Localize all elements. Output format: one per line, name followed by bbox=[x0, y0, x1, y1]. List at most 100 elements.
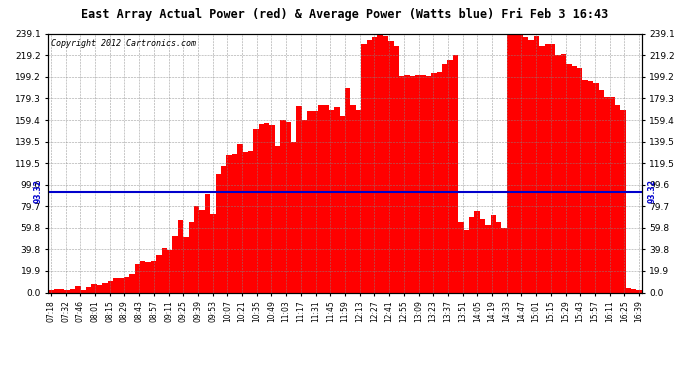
Bar bbox=[636, 290, 642, 292]
Bar bbox=[420, 75, 426, 292]
Bar bbox=[523, 38, 529, 292]
Bar bbox=[161, 248, 167, 292]
Bar bbox=[156, 255, 161, 292]
Bar bbox=[604, 97, 609, 292]
Bar bbox=[167, 250, 172, 292]
Bar bbox=[92, 284, 97, 292]
Bar bbox=[183, 237, 188, 292]
Bar bbox=[399, 76, 404, 292]
Bar bbox=[372, 37, 377, 292]
Bar bbox=[356, 110, 361, 292]
Bar bbox=[259, 124, 264, 292]
Bar bbox=[458, 222, 464, 292]
Bar bbox=[469, 217, 475, 292]
Bar bbox=[291, 142, 297, 292]
Bar bbox=[529, 40, 534, 292]
Bar bbox=[318, 105, 324, 292]
Bar bbox=[172, 236, 178, 292]
Bar bbox=[248, 151, 253, 292]
Bar bbox=[383, 36, 388, 292]
Bar bbox=[135, 264, 140, 292]
Bar bbox=[426, 76, 431, 292]
Bar bbox=[81, 290, 86, 292]
Bar bbox=[75, 286, 81, 292]
Text: Copyright 2012 Cartronics.com: Copyright 2012 Cartronics.com bbox=[51, 39, 196, 48]
Bar bbox=[70, 289, 75, 292]
Bar bbox=[366, 40, 372, 292]
Bar bbox=[518, 34, 523, 292]
Bar bbox=[431, 73, 437, 292]
Bar bbox=[555, 55, 561, 292]
Bar bbox=[113, 278, 119, 292]
Bar bbox=[544, 44, 550, 292]
Bar bbox=[86, 286, 92, 292]
Bar bbox=[410, 76, 415, 292]
Bar bbox=[324, 105, 329, 292]
Bar bbox=[242, 152, 248, 292]
Bar bbox=[297, 106, 302, 292]
Bar bbox=[102, 284, 108, 292]
Bar bbox=[615, 105, 620, 292]
Bar bbox=[507, 36, 512, 292]
Bar bbox=[415, 75, 420, 292]
Bar bbox=[480, 219, 485, 292]
Bar bbox=[561, 54, 566, 292]
Bar bbox=[453, 55, 458, 292]
Bar bbox=[485, 225, 491, 292]
Bar bbox=[437, 72, 442, 292]
Bar bbox=[232, 154, 237, 292]
Bar bbox=[361, 44, 366, 292]
Bar bbox=[275, 146, 280, 292]
Bar bbox=[237, 144, 242, 292]
Bar bbox=[54, 289, 59, 292]
Bar bbox=[502, 228, 507, 292]
Bar bbox=[280, 120, 286, 292]
Bar bbox=[59, 289, 64, 292]
Bar bbox=[215, 174, 221, 292]
Bar bbox=[620, 110, 626, 292]
Bar bbox=[442, 64, 448, 292]
Bar bbox=[393, 46, 399, 292]
Text: 93.32: 93.32 bbox=[33, 180, 42, 204]
Bar bbox=[582, 80, 588, 292]
Bar bbox=[588, 81, 593, 292]
Bar bbox=[339, 116, 345, 292]
Bar bbox=[496, 222, 502, 292]
Bar bbox=[226, 155, 232, 292]
Bar bbox=[512, 35, 518, 292]
Bar bbox=[377, 34, 383, 292]
Bar bbox=[566, 64, 571, 292]
Bar bbox=[286, 122, 291, 292]
Bar bbox=[188, 222, 194, 292]
Bar bbox=[48, 290, 54, 292]
Bar bbox=[302, 120, 307, 292]
Bar bbox=[146, 262, 151, 292]
Bar bbox=[464, 230, 469, 292]
Bar bbox=[404, 75, 410, 292]
Bar bbox=[448, 60, 453, 292]
Bar bbox=[571, 66, 577, 292]
Bar bbox=[329, 110, 334, 292]
Text: East Array Actual Power (red) & Average Power (Watts blue) Fri Feb 3 16:43: East Array Actual Power (red) & Average … bbox=[81, 8, 609, 21]
Bar bbox=[626, 288, 631, 292]
Bar bbox=[264, 123, 270, 292]
Bar bbox=[609, 97, 615, 292]
Bar bbox=[550, 44, 555, 292]
Bar bbox=[205, 194, 210, 292]
Bar bbox=[491, 214, 496, 292]
Bar bbox=[129, 274, 135, 292]
Bar bbox=[210, 213, 215, 292]
Bar bbox=[577, 68, 582, 292]
Bar bbox=[631, 289, 636, 292]
Bar bbox=[334, 107, 339, 292]
Bar bbox=[345, 88, 351, 292]
Bar bbox=[539, 46, 544, 292]
Bar bbox=[64, 290, 70, 292]
Bar bbox=[253, 129, 259, 292]
Text: 93.32: 93.32 bbox=[648, 180, 657, 204]
Bar bbox=[598, 90, 604, 292]
Bar bbox=[313, 111, 318, 292]
Bar bbox=[140, 261, 146, 292]
Bar bbox=[199, 210, 205, 292]
Bar bbox=[124, 277, 129, 292]
